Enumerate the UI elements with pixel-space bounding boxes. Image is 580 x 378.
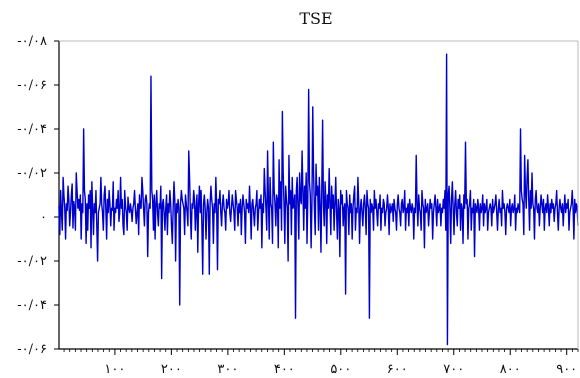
x-tick-label: ۷۰۰: [443, 362, 464, 377]
x-tick-label: ۹۰۰: [556, 362, 577, 377]
x-tick-label: ۱۰۰: [104, 362, 125, 377]
x-axis: ۱۰۰ ۲۰۰ ۳۰۰ ۴۰۰ ۵۰۰ ۶۰۰ ۷۰۰ ۸۰۰ ۹۰۰: [59, 348, 579, 377]
x-tick-label: ۲۰۰: [161, 362, 182, 377]
y-tick-label: -۰/۰۶: [17, 78, 47, 93]
x-tick-label: ۸۰۰: [500, 362, 521, 377]
y-tick-label: -۰/۰۸: [17, 34, 47, 49]
y-axis: -۰/۰۸ -۰/۰۶ -۰/۰۴ -۰/۰۲ ۰ -۰/۰۲ -۰/۰۴ -۰/۰۶: [17, 34, 60, 357]
x-tick-label: ۵۰۰: [330, 362, 351, 377]
plot-area: [58, 53, 579, 346]
x-tick-label: ۶۰۰: [387, 362, 408, 377]
y-tick-label: -۰/۰۲: [17, 254, 47, 269]
series-line: [58, 53, 579, 346]
y-tick-label: -۰/۰۶: [17, 342, 47, 357]
x-tick-label: ۴۰۰: [274, 362, 295, 377]
y-tick-label: ۰: [40, 210, 47, 225]
x-tick-label: ۳۰۰: [217, 362, 238, 377]
y-tick-label: -۰/۰۴: [17, 298, 47, 313]
y-tick-label: -۰/۰۲: [17, 166, 47, 181]
chart-title: TSE: [299, 9, 332, 28]
y-tick-label: -۰/۰۴: [17, 122, 47, 137]
